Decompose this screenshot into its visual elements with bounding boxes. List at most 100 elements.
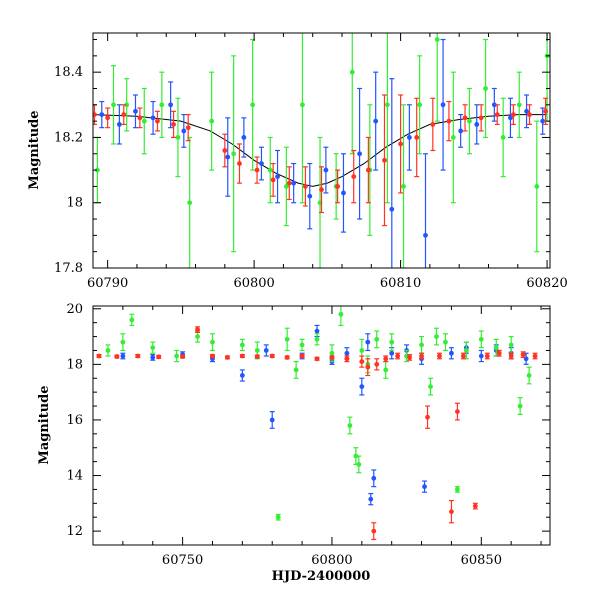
data-point bbox=[419, 353, 424, 359]
data-point bbox=[185, 125, 191, 131]
data-point bbox=[239, 342, 245, 348]
data-point bbox=[171, 121, 176, 127]
data-point bbox=[374, 336, 380, 342]
data-point bbox=[359, 348, 365, 353]
data-point bbox=[389, 339, 395, 345]
data-point bbox=[237, 161, 242, 166]
data-point bbox=[455, 487, 460, 492]
data-point bbox=[254, 354, 260, 359]
bottom-ticks: 60750 60800 60850 12 14 16 18 20 bbox=[66, 302, 550, 568]
data-point bbox=[210, 353, 215, 359]
data-point bbox=[284, 336, 290, 342]
data-point bbox=[120, 339, 126, 345]
data-point bbox=[344, 350, 350, 356]
data-point bbox=[209, 118, 215, 124]
bottom-panel: 60750 60800 60850 12 14 16 18 20 Magnitude HJD-… bbox=[37, 302, 551, 584]
data-point bbox=[314, 328, 320, 334]
data-point bbox=[120, 353, 126, 359]
data-point bbox=[449, 350, 454, 356]
data-point bbox=[254, 348, 260, 353]
data-point bbox=[374, 361, 380, 367]
data-point bbox=[527, 112, 532, 117]
data-point bbox=[302, 184, 308, 189]
data-point bbox=[150, 345, 156, 351]
data-point bbox=[270, 177, 276, 183]
data-point bbox=[222, 148, 228, 153]
data-point bbox=[491, 102, 497, 108]
x-tick-label: 60750 bbox=[162, 553, 203, 568]
data-point bbox=[382, 157, 387, 163]
y-tick-label: 18 bbox=[66, 196, 83, 211]
data-point bbox=[357, 151, 362, 157]
data-point bbox=[174, 353, 180, 359]
top-ylabel: Magnitude bbox=[27, 110, 42, 189]
data-point bbox=[478, 336, 484, 342]
data-point bbox=[383, 356, 389, 362]
data-point bbox=[124, 102, 130, 108]
data-point bbox=[299, 342, 305, 348]
data-point bbox=[210, 339, 215, 345]
data-point bbox=[455, 409, 460, 415]
data-point bbox=[398, 141, 403, 147]
data-point bbox=[496, 350, 502, 356]
data-point bbox=[338, 311, 344, 317]
data-point bbox=[105, 348, 111, 353]
data-point bbox=[239, 353, 245, 359]
data-point bbox=[291, 180, 297, 186]
x-tick-label: 60800 bbox=[233, 276, 274, 291]
data-point bbox=[275, 174, 280, 180]
data-point bbox=[344, 356, 350, 362]
data-point bbox=[462, 115, 468, 121]
data-point bbox=[517, 403, 523, 409]
data-point bbox=[365, 167, 371, 173]
data-point bbox=[353, 453, 359, 459]
data-point bbox=[105, 115, 111, 121]
data-point bbox=[283, 184, 289, 189]
data-point bbox=[365, 364, 371, 370]
data-point bbox=[440, 102, 446, 108]
data-point bbox=[284, 355, 290, 360]
data-point bbox=[385, 102, 390, 108]
data-point bbox=[425, 414, 430, 420]
data-point bbox=[159, 102, 165, 108]
data-point bbox=[428, 384, 433, 389]
data-point bbox=[371, 475, 377, 481]
bottom-ylabel: Magnitude bbox=[37, 385, 52, 464]
data-point bbox=[195, 327, 200, 333]
data-point bbox=[500, 135, 506, 140]
bottom-series-2 bbox=[96, 326, 538, 541]
data-point bbox=[508, 342, 514, 348]
data-point bbox=[483, 86, 488, 91]
data-point bbox=[175, 135, 181, 140]
data-point bbox=[156, 354, 162, 360]
top-clipped-marks bbox=[93, 33, 550, 268]
data-point bbox=[484, 353, 490, 359]
data-point bbox=[460, 353, 466, 359]
data-point bbox=[286, 180, 292, 186]
data-point bbox=[269, 353, 275, 359]
x-tick-label: 60800 bbox=[311, 553, 352, 568]
top-plot-area bbox=[93, 33, 550, 268]
data-point bbox=[434, 37, 440, 42]
data-point bbox=[319, 187, 324, 193]
data-point bbox=[422, 484, 427, 490]
data-point bbox=[94, 167, 100, 173]
data-point bbox=[129, 317, 135, 323]
data-point bbox=[359, 384, 365, 389]
top-panel: 60790 60800 60810 60820 17.8 18 18.2 18.4 Magni… bbox=[27, 32, 568, 291]
data-point bbox=[329, 350, 335, 356]
data-point bbox=[443, 339, 448, 345]
data-point bbox=[314, 336, 320, 342]
data-point bbox=[543, 108, 549, 114]
x-tick-label: 60820 bbox=[526, 276, 567, 291]
data-point bbox=[493, 345, 499, 351]
data-point bbox=[293, 367, 299, 373]
data-point bbox=[300, 102, 305, 108]
bottom-xlabel: HJD-2400000 bbox=[272, 569, 371, 584]
data-point bbox=[472, 503, 478, 509]
data-point bbox=[259, 161, 264, 166]
bottom-frame bbox=[92, 305, 551, 546]
bottom-series-1 bbox=[105, 306, 532, 521]
x-tick-label: 60810 bbox=[380, 276, 421, 291]
data-point bbox=[534, 184, 540, 189]
